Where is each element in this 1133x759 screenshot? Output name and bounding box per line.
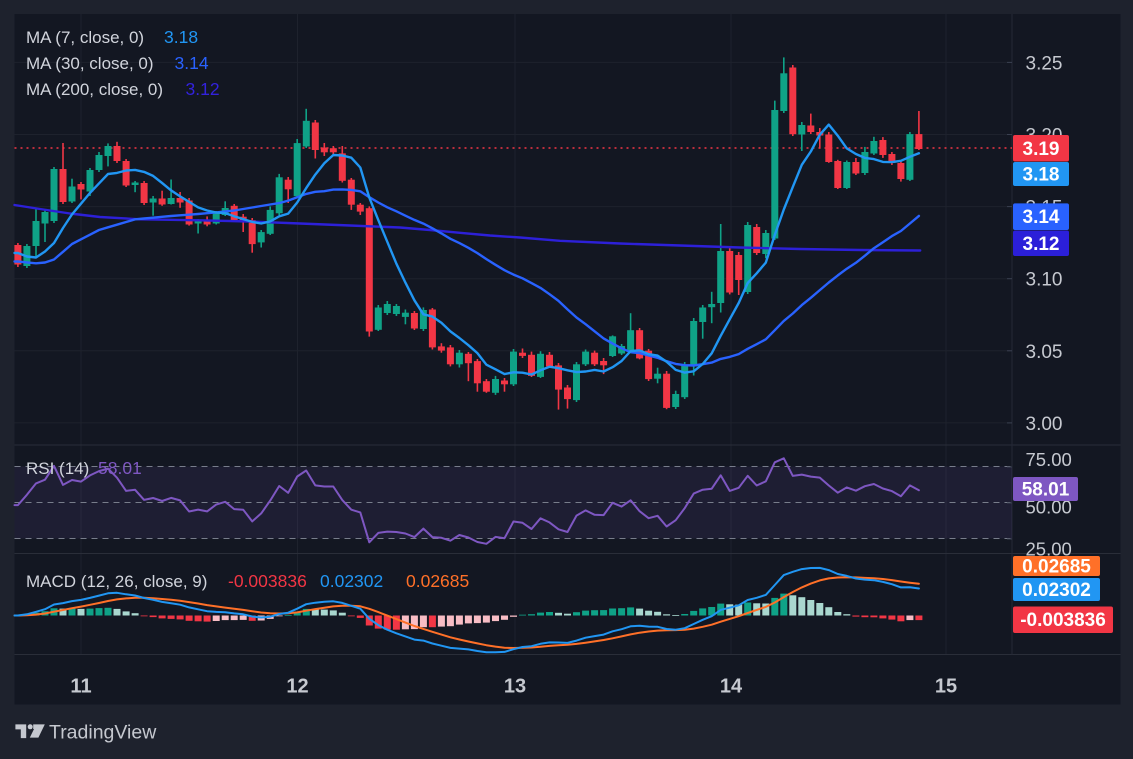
svg-text:3.25: 3.25 [1026,53,1063,74]
svg-text:3.12: 3.12 [186,79,220,99]
svg-text:MACD (12, 26, close, 9): MACD (12, 26, close, 9) [26,572,207,591]
svg-text:0.02685: 0.02685 [1022,557,1091,578]
svg-text:0.02302: 0.02302 [1022,580,1091,601]
svg-text:0.02302: 0.02302 [320,571,383,591]
svg-text:3.05: 3.05 [1026,342,1063,363]
svg-text:TradingView: TradingView [49,722,157,744]
svg-text:3.19: 3.19 [1023,139,1060,160]
svg-text:-0.003836: -0.003836 [1020,610,1106,631]
svg-text:MA (7, close, 0): MA (7, close, 0) [26,28,144,47]
svg-text:MA (200, close, 0): MA (200, close, 0) [26,80,163,99]
svg-text:3.00: 3.00 [1026,414,1063,435]
svg-text:3.18: 3.18 [164,27,198,47]
svg-text:58.01: 58.01 [1022,480,1070,501]
svg-text:MA (30, close, 0): MA (30, close, 0) [26,54,154,73]
svg-text:3.12: 3.12 [1023,234,1060,255]
svg-text:15: 15 [935,676,957,698]
svg-text:3.14: 3.14 [1023,207,1060,228]
svg-text:75.00: 75.00 [1026,449,1072,470]
svg-text:3.18: 3.18 [1023,165,1060,186]
svg-text:3.10: 3.10 [1026,270,1063,291]
svg-text:58.01: 58.01 [98,458,142,478]
svg-text:0.02685: 0.02685 [406,571,469,591]
svg-text:25.00: 25.00 [1026,539,1072,560]
svg-text:12: 12 [286,676,308,698]
svg-text:RSI (14): RSI (14) [26,459,89,478]
svg-text:11: 11 [70,676,91,698]
svg-text:14: 14 [720,676,743,698]
svg-text:3.14: 3.14 [175,53,209,73]
svg-text:13: 13 [504,676,526,698]
svg-text:50.00: 50.00 [1026,497,1072,518]
svg-text:-0.003836: -0.003836 [228,571,307,591]
